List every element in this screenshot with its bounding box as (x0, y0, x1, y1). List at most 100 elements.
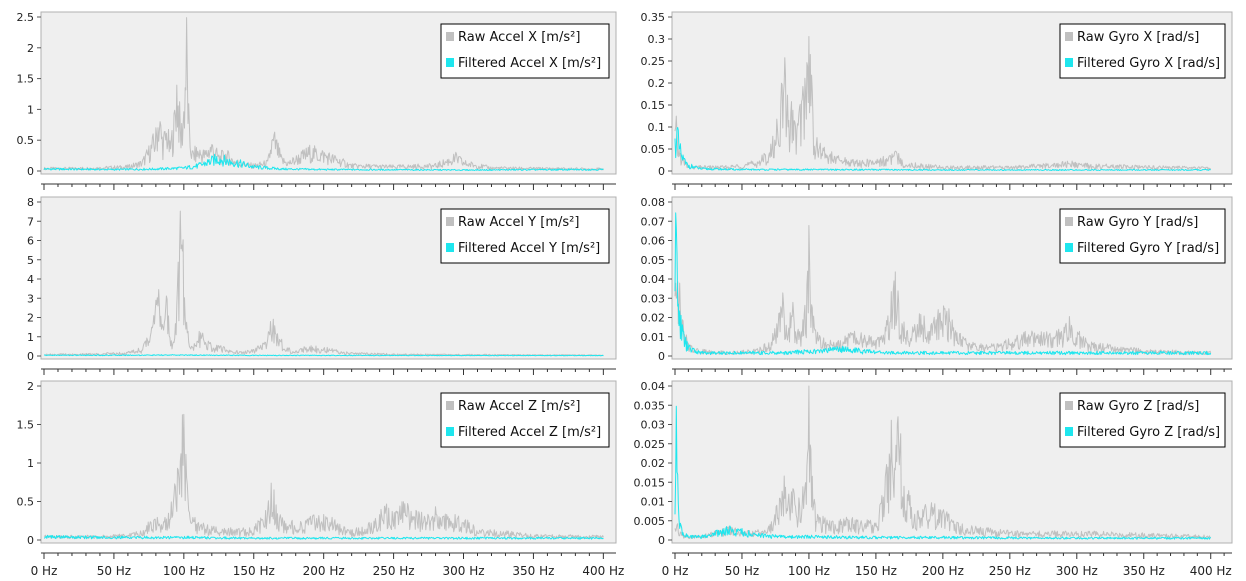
y-tick-label: 2 (27, 312, 34, 325)
y-tick-label: 0.07 (641, 215, 666, 228)
y-tick-label: 0.05 (641, 143, 666, 156)
y-tick-label: 0.3 (648, 33, 666, 46)
y-tick-label: 0.5 (17, 134, 35, 147)
x-tick-label: 0 Hz (31, 564, 58, 578)
y-tick-label: 0.35 (641, 11, 666, 24)
legend-label-filtered: Filtered Accel Y [m/s²] (458, 241, 600, 256)
y-tick-label: 0.02 (641, 312, 666, 325)
x-tick-label: 150 Hz (855, 564, 897, 578)
y-tick-label: 0.05 (641, 254, 666, 267)
y-tick-label: 0.03 (641, 419, 666, 432)
y-tick-label: 1.5 (17, 73, 35, 86)
x-tick-label: 350 Hz (512, 564, 554, 578)
x-tick-label: 0 Hz (662, 564, 689, 578)
series-line-raw (674, 385, 1211, 540)
legend-box (440, 23, 610, 79)
y-tick-label: 3 (27, 292, 34, 305)
legend-box (1059, 208, 1226, 264)
y-tick-label: 0.015 (634, 476, 666, 489)
legend-box (1059, 392, 1226, 448)
y-tick-label: 0.25 (641, 55, 666, 68)
series-line-raw (43, 17, 604, 171)
legend-swatch-filtered (446, 427, 454, 436)
legend-box (1059, 23, 1226, 79)
x-tick-label: 300 Hz (1056, 564, 1098, 578)
y-tick-label: 2 (27, 380, 34, 393)
legend-label-filtered: Filtered Gyro X [rad/s] (1077, 56, 1220, 71)
y-tick-label: 2.5 (17, 11, 35, 24)
y-tick-label: 0 (658, 534, 665, 547)
chart-panel-accel-x: 0 0.5 1 1.5 2 2.5 Raw Accel X [m/s²] Filtered A… (17, 11, 617, 190)
chart-panel-gyro-x: 0 0.05 0.1 0.15 0.2 0.25 0.3 0.35 Raw Gyro X [ra… (641, 11, 1233, 190)
y-tick-label: 0.01 (641, 496, 666, 509)
y-tick-label: 2 (27, 42, 34, 55)
y-tick-label: 1.5 (17, 419, 35, 432)
chart-panel-gyro-y: 0 0.01 0.02 0.03 0.04 0.05 0.06 0.07 0.08 Raw Gyr… (641, 196, 1233, 375)
y-tick-label: 0 (27, 350, 34, 363)
y-tick-label: 0.5 (17, 496, 35, 509)
y-tick-label: 8 (27, 196, 34, 209)
y-tick-label: 0 (27, 165, 34, 178)
y-tick-label: 0.025 (634, 438, 666, 451)
x-tick-label: 400 Hz (582, 564, 624, 578)
legend-swatch-raw (446, 217, 454, 226)
legend: Raw Accel X [m/s²] Filtered Accel X [m/s²… (440, 23, 610, 79)
series-line-filtered (44, 534, 604, 540)
series-line-raw (43, 413, 604, 540)
y-tick-label: 0.2 (648, 77, 666, 90)
legend: Raw Accel Y [m/s²] Filtered Accel Y [m/s²… (440, 208, 610, 264)
x-tick-label: 200 Hz (303, 564, 345, 578)
legend-label-raw: Raw Accel Y [m/s²] (458, 215, 579, 230)
chart-panel-gyro-z: 0 0.005 0.01 0.015 0.02 0.025 0.03 0.035 0.04 Raw… (634, 380, 1233, 559)
legend-label-raw: Raw Gyro Z [rad/s] (1077, 399, 1199, 414)
y-tick-label: 0.1 (648, 121, 666, 134)
legend-swatch-raw (1065, 401, 1073, 410)
legend-label-raw: Raw Accel X [m/s²] (458, 30, 580, 45)
series-line-raw (674, 225, 1212, 355)
legend-box (440, 208, 610, 264)
x-tick-label: 400 Hz (1190, 564, 1232, 578)
y-tick-label: 0.08 (641, 196, 666, 209)
legend-label-filtered: Filtered Gyro Y [rad/s] (1077, 241, 1219, 256)
series-line-filtered (674, 405, 1212, 540)
y-tick-label: 7 (27, 215, 34, 228)
y-tick-label: 0 (27, 534, 34, 547)
legend: Raw Accel Z [m/s²] Filtered Accel Z [m/s²… (440, 392, 610, 448)
y-tick-label: 0.15 (641, 99, 666, 112)
y-tick-label: 0 (658, 350, 665, 363)
x-tick-label: 50 Hz (725, 564, 759, 578)
y-tick-label: 5 (27, 254, 34, 267)
legend-swatch-raw (1065, 32, 1073, 41)
series-line-filtered (43, 153, 604, 171)
y-tick-label: 0.03 (641, 292, 666, 305)
y-tick-label: 0.04 (641, 273, 666, 286)
x-tick-label: 300 Hz (442, 564, 484, 578)
y-tick-label: 0.06 (641, 235, 666, 248)
y-tick-label: 0.02 (641, 457, 666, 470)
legend-swatch-filtered (446, 58, 454, 67)
legend: Raw Gyro Y [rad/s] Filtered Gyro Y [rad/s… (1059, 208, 1226, 264)
legend-label-filtered: Filtered Gyro Z [rad/s] (1077, 425, 1220, 440)
legend-label-raw: Raw Accel Z [m/s²] (458, 399, 580, 414)
x-tick-label: 50 Hz (97, 564, 131, 578)
y-tick-label: 0.04 (641, 380, 666, 393)
legend-swatch-filtered (1065, 243, 1073, 252)
series-line-raw (674, 36, 1212, 170)
series-line-filtered (674, 127, 1211, 171)
legend-swatch-raw (446, 401, 454, 410)
legend-swatch-raw (1065, 217, 1073, 226)
chart-panel-accel-z: 0 0.5 1 1.5 2 Raw Accel Z [m/s²] Filtered Acce… (17, 380, 617, 559)
legend-label-raw: Raw Gyro Y [rad/s] (1077, 215, 1198, 230)
chart-panel-accel-y: 0 1 2 3 4 5 6 7 8 Raw Accel Y [m/s²] Filtered Acce… (27, 196, 617, 375)
y-tick-label: 0.005 (634, 515, 666, 528)
legend-box (440, 392, 610, 448)
legend-swatch-raw (446, 32, 454, 41)
series-line-filtered (44, 354, 604, 357)
x-tick-label: 150 Hz (233, 564, 275, 578)
y-tick-label: 1 (27, 457, 34, 470)
y-tick-label: 0 (658, 165, 665, 178)
legend-label-filtered: Filtered Accel X [m/s²] (458, 56, 601, 71)
x-tick-label: 250 Hz (989, 564, 1031, 578)
y-tick-label: 0.035 (634, 399, 666, 412)
